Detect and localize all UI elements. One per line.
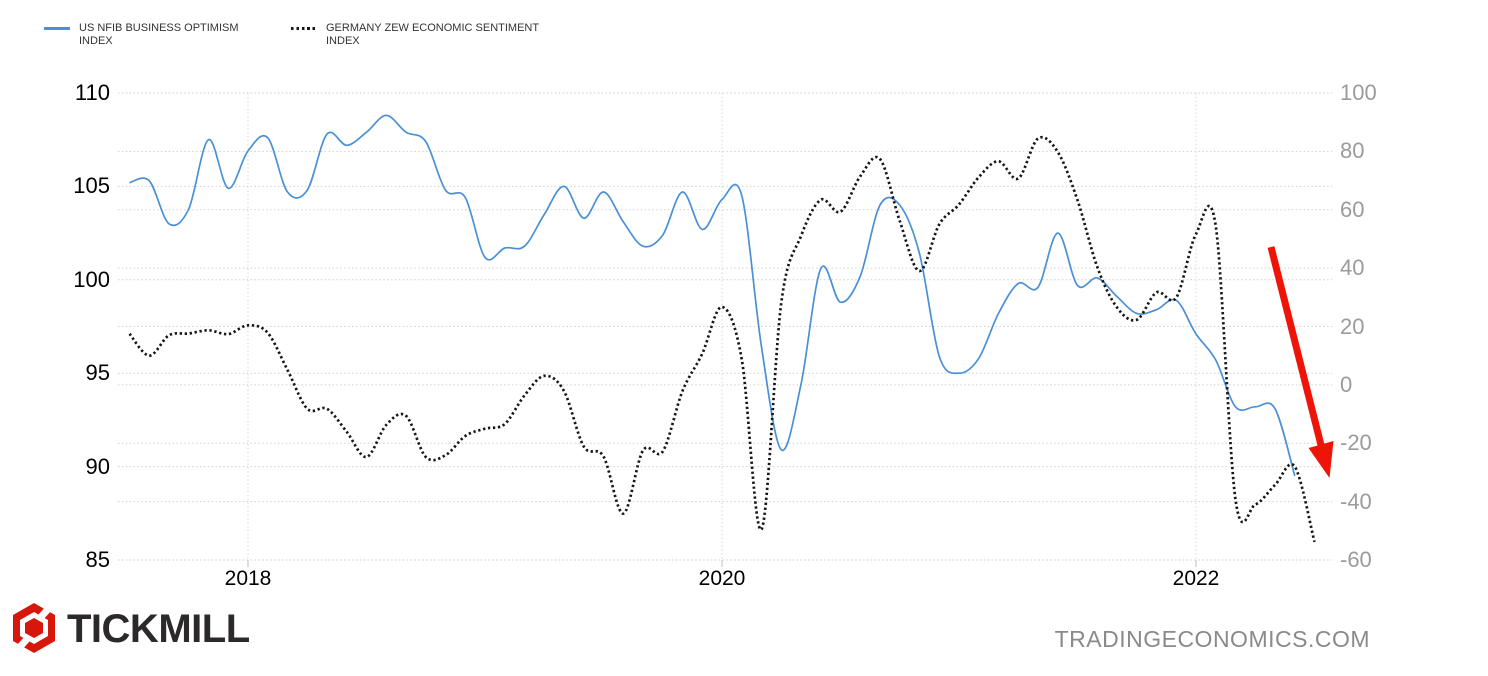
y-axis-label-left: 100	[73, 266, 110, 292]
legend-item-zew: GERMANY ZEW ECONOMIC SENTIMENT INDEX	[291, 22, 551, 48]
zew-dotted-series	[128, 135, 1316, 543]
y-axis-label-left: 110	[74, 80, 110, 105]
tickmill-logo[interactable]: TICKMILL	[10, 602, 250, 654]
x-axis-label: 2020	[698, 567, 746, 590]
decline-arrow-head-icon	[1308, 441, 1334, 478]
nfib-line-series	[129, 114, 1296, 477]
legend-label-nfib: US NFIB BUSINESS OPTIMISM INDEX	[79, 22, 239, 48]
y-axis-label-left: 105	[73, 173, 110, 199]
nfib-line-swatch-icon	[44, 27, 70, 30]
x-axis-label: 2018	[224, 567, 272, 590]
y-axis-label-right: -40	[1340, 488, 1372, 514]
tickmill-wordmark: TICKMILL	[67, 606, 250, 651]
y-axis-label-right: 20	[1340, 313, 1365, 339]
y-axis-label-right: -20	[1340, 430, 1372, 456]
y-axis-label-right: -60	[1340, 547, 1372, 572]
tradingeconomics-watermark[interactable]: TRADINGECONOMICS.COM	[1054, 626, 1370, 652]
y-axis-label-right: 0	[1340, 371, 1353, 397]
y-axis-label-right: 80	[1340, 138, 1365, 164]
x-axis-label: 2022	[1172, 567, 1220, 590]
legend-label-zew: GERMANY ZEW ECONOMIC SENTIMENT INDEX	[326, 22, 539, 48]
y-axis-label-left: 85	[85, 547, 110, 572]
chart-legend: US NFIB BUSINESS OPTIMISM INDEX GERMANY …	[44, 22, 551, 48]
y-axis-label-left: 90	[85, 453, 110, 479]
y-axis-label-right: 100	[1340, 80, 1377, 105]
zew-dotted-swatch-icon	[291, 27, 317, 30]
tickmill-hexagon-icon	[13, 603, 55, 653]
decline-arrow-shaft	[1267, 246, 1325, 446]
y-axis-label-right: 60	[1340, 196, 1365, 222]
y-axis-label-right: 40	[1340, 255, 1365, 281]
legend-item-nfib: US NFIB BUSINESS OPTIMISM INDEX	[44, 22, 259, 48]
y-axis-label-left: 95	[85, 360, 110, 386]
